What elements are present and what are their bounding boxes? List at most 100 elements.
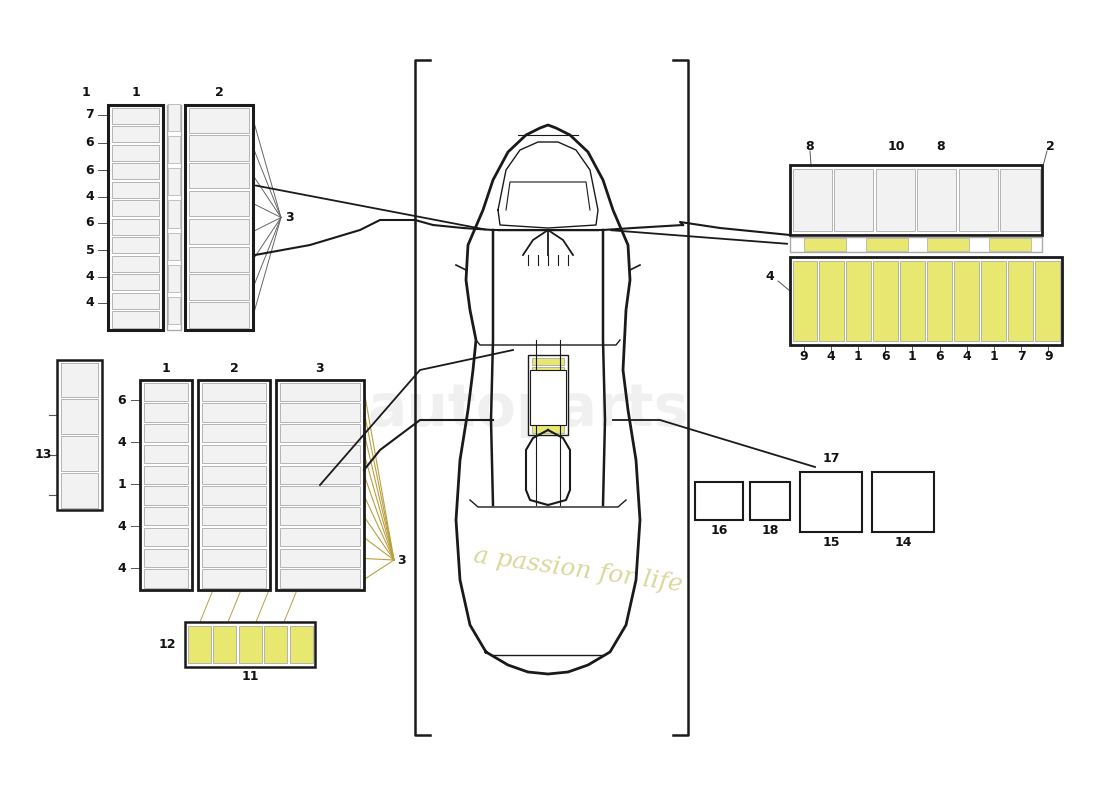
- Text: 6: 6: [881, 350, 890, 363]
- Bar: [289, 626, 312, 663]
- Bar: [790, 257, 1062, 345]
- Bar: [834, 169, 873, 231]
- Bar: [804, 238, 846, 251]
- Bar: [144, 382, 188, 401]
- Text: 7: 7: [1016, 350, 1025, 363]
- Bar: [112, 311, 160, 327]
- Bar: [144, 549, 188, 566]
- Bar: [792, 261, 817, 341]
- Bar: [202, 486, 266, 505]
- Bar: [276, 380, 364, 590]
- Bar: [112, 163, 160, 179]
- Bar: [872, 472, 934, 532]
- Bar: [189, 191, 249, 216]
- Bar: [900, 261, 925, 341]
- Text: 1: 1: [81, 86, 90, 99]
- Text: 1: 1: [118, 478, 127, 490]
- Bar: [532, 358, 564, 365]
- Bar: [57, 360, 102, 510]
- Text: 3: 3: [285, 211, 294, 224]
- Text: 6: 6: [86, 217, 95, 230]
- Bar: [202, 549, 266, 566]
- Bar: [112, 200, 160, 216]
- Bar: [280, 549, 360, 566]
- Bar: [60, 362, 98, 397]
- Text: 4: 4: [118, 435, 127, 449]
- Bar: [112, 293, 160, 309]
- Text: 6: 6: [86, 137, 95, 150]
- Bar: [280, 424, 360, 442]
- Bar: [168, 297, 180, 324]
- Text: 1: 1: [162, 362, 170, 374]
- Bar: [1000, 169, 1040, 231]
- Text: 3: 3: [398, 554, 406, 566]
- Bar: [140, 380, 192, 590]
- Bar: [927, 261, 952, 341]
- Text: 4: 4: [86, 270, 95, 283]
- Bar: [187, 626, 210, 663]
- Bar: [108, 105, 163, 330]
- Bar: [189, 163, 249, 189]
- Bar: [112, 182, 160, 198]
- Bar: [112, 274, 160, 290]
- Text: a passion for life: a passion for life: [472, 544, 684, 596]
- Bar: [280, 445, 360, 463]
- Bar: [112, 256, 160, 272]
- Text: 10: 10: [888, 141, 904, 154]
- Bar: [202, 445, 266, 463]
- Text: 2: 2: [230, 362, 239, 374]
- Bar: [189, 274, 249, 300]
- Bar: [60, 473, 98, 507]
- Text: 8: 8: [805, 141, 814, 154]
- Bar: [144, 570, 188, 587]
- Bar: [280, 486, 360, 505]
- Text: 16: 16: [711, 523, 728, 537]
- Bar: [532, 416, 564, 423]
- Text: 12: 12: [158, 638, 176, 651]
- Bar: [202, 382, 266, 401]
- Bar: [981, 261, 1005, 341]
- Text: 4: 4: [86, 297, 95, 310]
- Bar: [873, 261, 898, 341]
- Bar: [189, 135, 249, 161]
- Bar: [198, 380, 270, 590]
- Bar: [167, 105, 182, 330]
- Bar: [189, 107, 249, 133]
- Bar: [112, 126, 160, 142]
- Bar: [144, 445, 188, 463]
- Text: 4: 4: [86, 190, 95, 203]
- Bar: [112, 107, 160, 123]
- Bar: [866, 238, 908, 251]
- Bar: [144, 486, 188, 505]
- Text: 1: 1: [854, 350, 862, 363]
- Bar: [60, 399, 98, 434]
- Bar: [528, 355, 568, 435]
- Bar: [800, 472, 862, 532]
- Bar: [790, 165, 1042, 235]
- Text: 1: 1: [908, 350, 916, 363]
- Text: 6: 6: [86, 163, 95, 177]
- Text: 2: 2: [214, 86, 223, 99]
- Bar: [168, 104, 180, 131]
- Bar: [185, 622, 315, 667]
- Bar: [112, 145, 160, 161]
- Text: 5: 5: [86, 243, 95, 257]
- Text: 8: 8: [937, 141, 945, 154]
- Text: 14: 14: [894, 535, 912, 549]
- Bar: [60, 436, 98, 470]
- Bar: [189, 302, 249, 327]
- Text: 6: 6: [118, 394, 127, 406]
- Bar: [144, 424, 188, 442]
- Bar: [1035, 261, 1059, 341]
- Bar: [532, 367, 564, 374]
- Bar: [144, 466, 188, 484]
- Text: 4: 4: [766, 270, 774, 282]
- Bar: [280, 382, 360, 401]
- Bar: [750, 482, 790, 520]
- Bar: [112, 238, 160, 254]
- Bar: [792, 169, 832, 231]
- Text: 6: 6: [935, 350, 944, 363]
- Bar: [239, 626, 262, 663]
- Bar: [790, 237, 1042, 252]
- Bar: [532, 386, 564, 394]
